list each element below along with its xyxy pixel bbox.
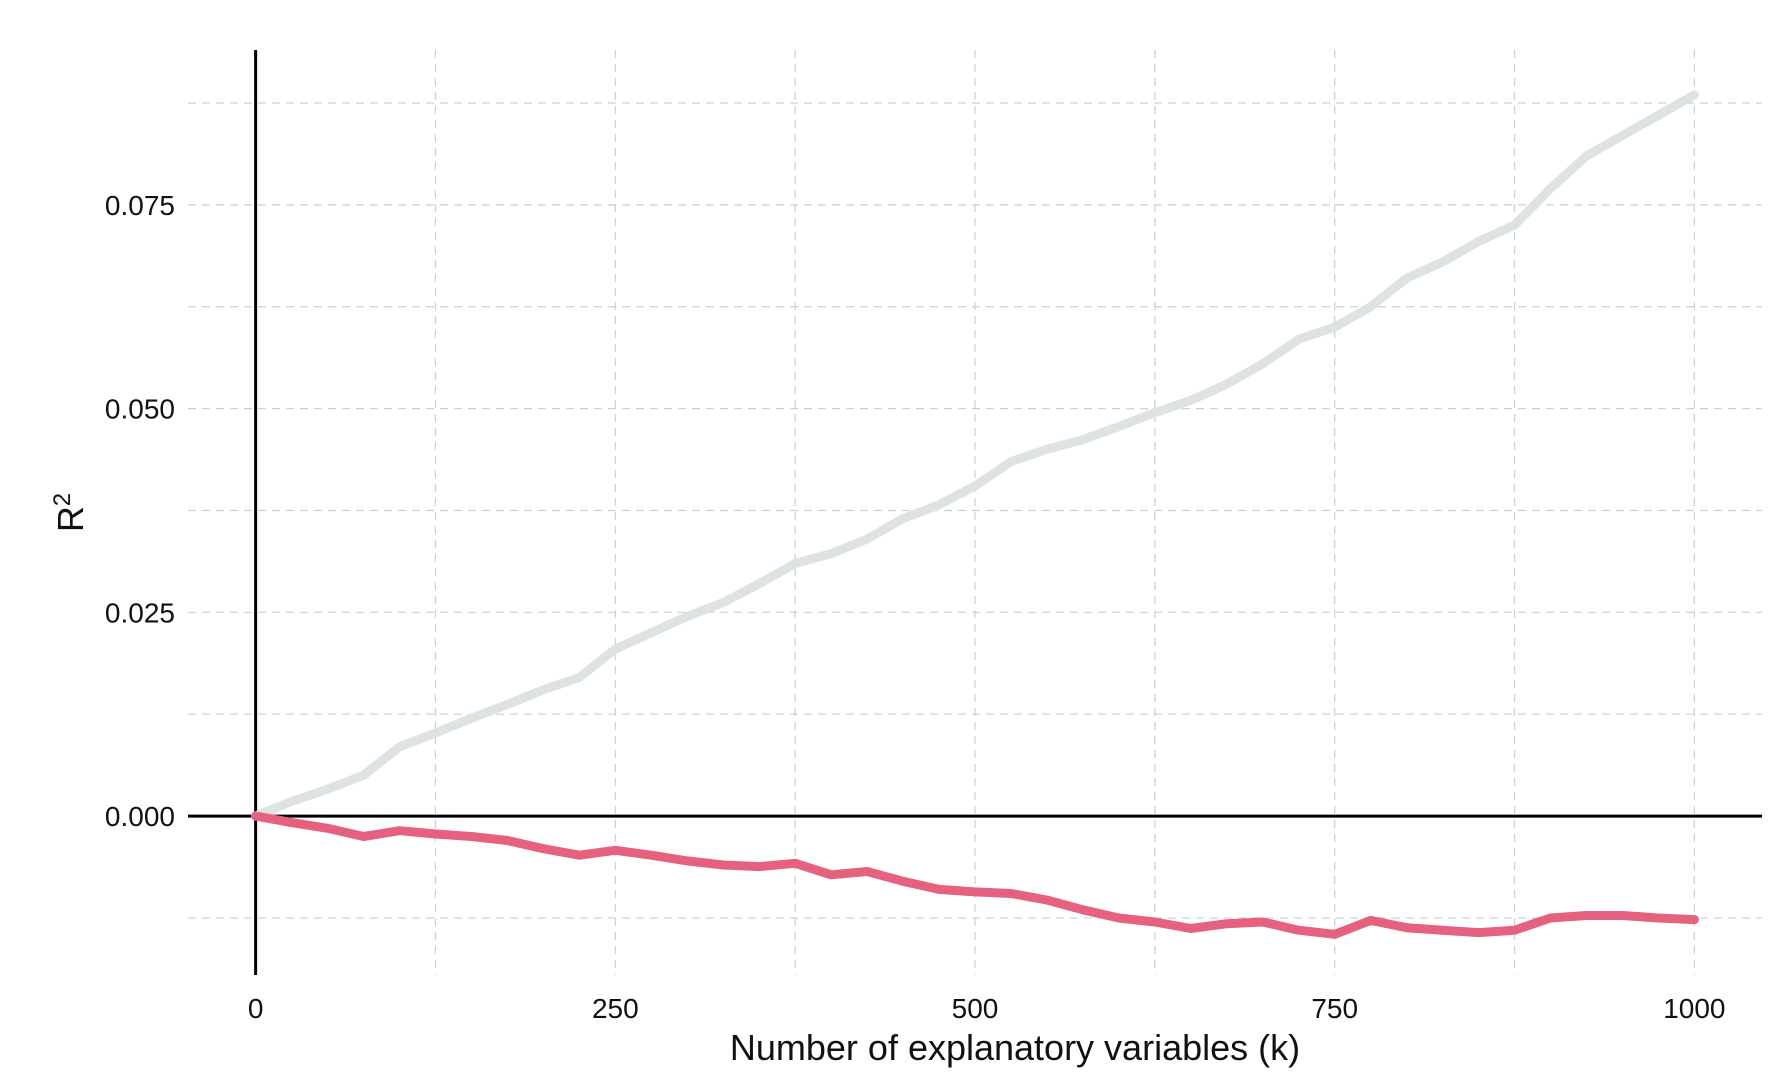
y-tick-label: 0.025: [105, 597, 175, 628]
tick-labels: 0 250 500 750 1000 0.000 0.025 0.050 0.075: [105, 190, 1726, 1024]
x-tick-label: 0: [248, 993, 264, 1024]
y-tick-label: 0.075: [105, 190, 175, 221]
y-axis-title: R2: [49, 493, 92, 532]
series-line-2: [251, 811, 1699, 939]
y-tick-label: 0.050: [105, 394, 175, 425]
series-lines: [251, 90, 1699, 939]
x-tick-label: 250: [592, 993, 639, 1024]
y-axis-title-superscript: 2: [49, 493, 76, 506]
axes: [188, 50, 1762, 975]
x-tick-label: 500: [952, 993, 999, 1024]
x-tick-label: 750: [1311, 993, 1358, 1024]
x-axis-title: Number of explanatory variables (k): [730, 1027, 1300, 1068]
y-tick-label: 0.000: [105, 801, 175, 832]
y-axis-title-main: R: [50, 506, 91, 532]
series-line-1: [251, 90, 1699, 821]
x-tick-label: 1000: [1663, 993, 1725, 1024]
grid-lines: [188, 50, 1762, 975]
